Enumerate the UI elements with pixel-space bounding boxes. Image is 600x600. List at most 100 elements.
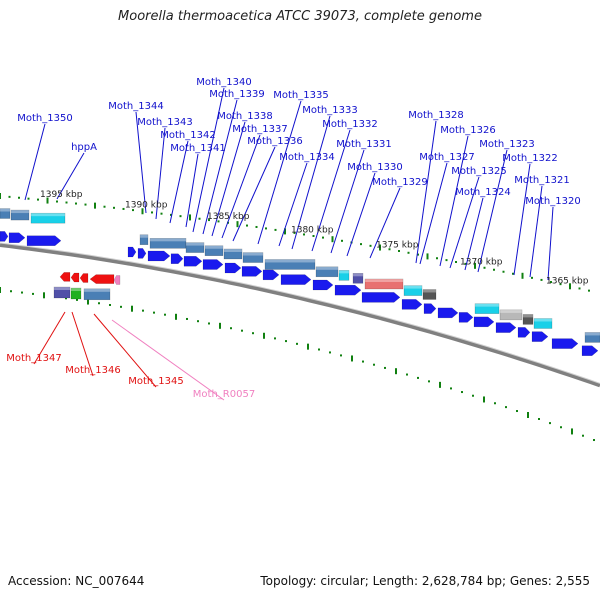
- cog-block: [149, 238, 187, 249]
- cog-block: [0, 208, 11, 219]
- scale-label: 1375 kbp: [376, 241, 419, 251]
- cog-block-shine: [243, 252, 263, 256]
- cog-block-shine: [140, 234, 148, 238]
- cog-block-shine: [316, 266, 338, 270]
- cog-block-fill: [533, 318, 553, 329]
- plus-strand-gene-arrow: [495, 322, 517, 333]
- gene-label-plus: Moth_1344: [108, 101, 163, 112]
- gene-label-plus-leader: [56, 152, 85, 200]
- cog-block-shine: [150, 238, 186, 242]
- gene-label-plus-leader: [192, 87, 225, 233]
- genome-backbone: [0, 243, 600, 388]
- plus-strand-gene-arrow: [8, 232, 26, 243]
- plus-strand-gene-arrow: [137, 248, 147, 259]
- gene-label-plus: Moth_1323: [479, 139, 534, 150]
- cog-block: [364, 278, 404, 290]
- cog-block-shine: [475, 303, 499, 307]
- plus-strand-gene-arrow: [147, 250, 171, 262]
- plus-strand-gene-arrow: [202, 259, 224, 270]
- gene-label-plus-leader: [232, 146, 276, 242]
- cog-block-shine: [534, 318, 552, 322]
- plus-strand-gene-arrow: [262, 269, 280, 281]
- gene-label-plus-leader: [346, 172, 376, 257]
- map-title: Moorella thermoacetica ATCC 39073, compl…: [118, 9, 482, 24]
- gene-label-plus: Moth_1350: [17, 113, 72, 124]
- gene-label-plus-leader: [419, 162, 448, 265]
- cog-block-fill: [522, 314, 534, 325]
- cog-block: [204, 245, 224, 256]
- gene-label-plus-leader: [369, 187, 401, 259]
- cog-block-shine: [11, 210, 29, 214]
- cog-block-fill: [338, 270, 350, 281]
- cog-block-fill: [474, 303, 500, 314]
- cog-block: [242, 252, 264, 263]
- labels-layer: 1395 kbp 1390 kbp 1385 kbp 1380 kbp 1375 kbp…: [6, 77, 588, 400]
- plus-strand-gene-arrow: [517, 327, 531, 338]
- scale-label: 1390 kbp: [125, 200, 168, 210]
- cog-block-shine: [84, 288, 110, 292]
- gene-label-plus: Moth_1325: [451, 166, 506, 177]
- gene-label-plus-leader: [221, 134, 261, 239]
- gene-label-minus-leader: [93, 313, 157, 388]
- plus-strand-gene-arrow: [224, 262, 242, 274]
- minus-strand-gene-arrow: [79, 273, 89, 283]
- cog-block-fill: [83, 288, 111, 301]
- gene-label-plus-leader: [513, 163, 531, 276]
- cog-block-shine: [224, 248, 242, 252]
- plus-strand-gene-arrow: [170, 253, 184, 264]
- gene-label-plus: Moth_1320: [525, 196, 580, 207]
- cog-block-shine: [71, 288, 81, 292]
- plus-strand-gene-arrow: [26, 235, 62, 246]
- gene-label-plus-leader: [547, 206, 554, 281]
- gene-label-plus: Moth_1330: [347, 162, 402, 173]
- cog-block: [584, 332, 600, 343]
- cog-block: [533, 318, 553, 329]
- cog-block-shine: [339, 270, 349, 274]
- cog-block-fill: [53, 286, 71, 299]
- cog-block-shine: [205, 245, 223, 249]
- cog-block: [53, 286, 71, 299]
- gene-label-plus: Moth_1326: [440, 125, 495, 136]
- scale-label: 1385 kbp: [207, 212, 250, 222]
- cog-block: [70, 287, 82, 300]
- plus-strand-gene-arrow: [531, 331, 549, 342]
- cog-block-fill: [185, 242, 205, 253]
- cog-block: [338, 270, 350, 281]
- gene-label-plus: Moth_1339: [209, 89, 264, 100]
- scale-label: 1380 kbp: [291, 225, 334, 235]
- plus-strand-gene-arrow: [473, 316, 495, 328]
- cog-block: [352, 273, 364, 284]
- minus-strand-gene-arrow: [70, 272, 80, 283]
- genome-backbone-highlight: [0, 242, 600, 384]
- cog-block-fill: [499, 309, 523, 321]
- cog-block-shine: [423, 289, 436, 293]
- genome-summary: Topology: circular; Length: 2,628,784 bp…: [260, 574, 590, 588]
- cog-block-fill: [70, 287, 82, 300]
- gene-label-plus-leader: [439, 135, 469, 267]
- cog-block-shine: [500, 309, 522, 313]
- backbone-layer: [0, 242, 600, 388]
- gene-label-plus-leader: [278, 162, 308, 247]
- cog-block-fill: [242, 252, 264, 263]
- cog-block-shine: [585, 332, 600, 336]
- cog-block-shine: [404, 285, 422, 289]
- gene-label-minus: Moth_1345: [128, 376, 183, 387]
- cog-block: [403, 285, 423, 296]
- gene-label-minus-leader: [71, 311, 94, 377]
- plus-strand-gene-arrow: [183, 256, 203, 267]
- gene-label-minus-leader: [33, 311, 66, 365]
- gene-label-rna-leader: [111, 319, 225, 401]
- cog-block: [223, 248, 243, 260]
- cog-block: [10, 209, 30, 221]
- plus-strand-gene-arrow: [312, 279, 334, 291]
- gene-label-plus-leader: [477, 149, 508, 273]
- cog-block: [422, 289, 437, 300]
- cog-block-fill: [139, 234, 149, 245]
- gene-label-plus-leader: [211, 121, 246, 237]
- cog-block: [264, 259, 316, 270]
- gene-label-plus: Moth_1342: [160, 130, 215, 141]
- plus-strand-gene-arrow: [551, 338, 579, 349]
- arrows-layer: [0, 231, 599, 356]
- plus-strand-gene-arrow: [361, 292, 401, 303]
- gene-label-plus-leader: [449, 176, 480, 269]
